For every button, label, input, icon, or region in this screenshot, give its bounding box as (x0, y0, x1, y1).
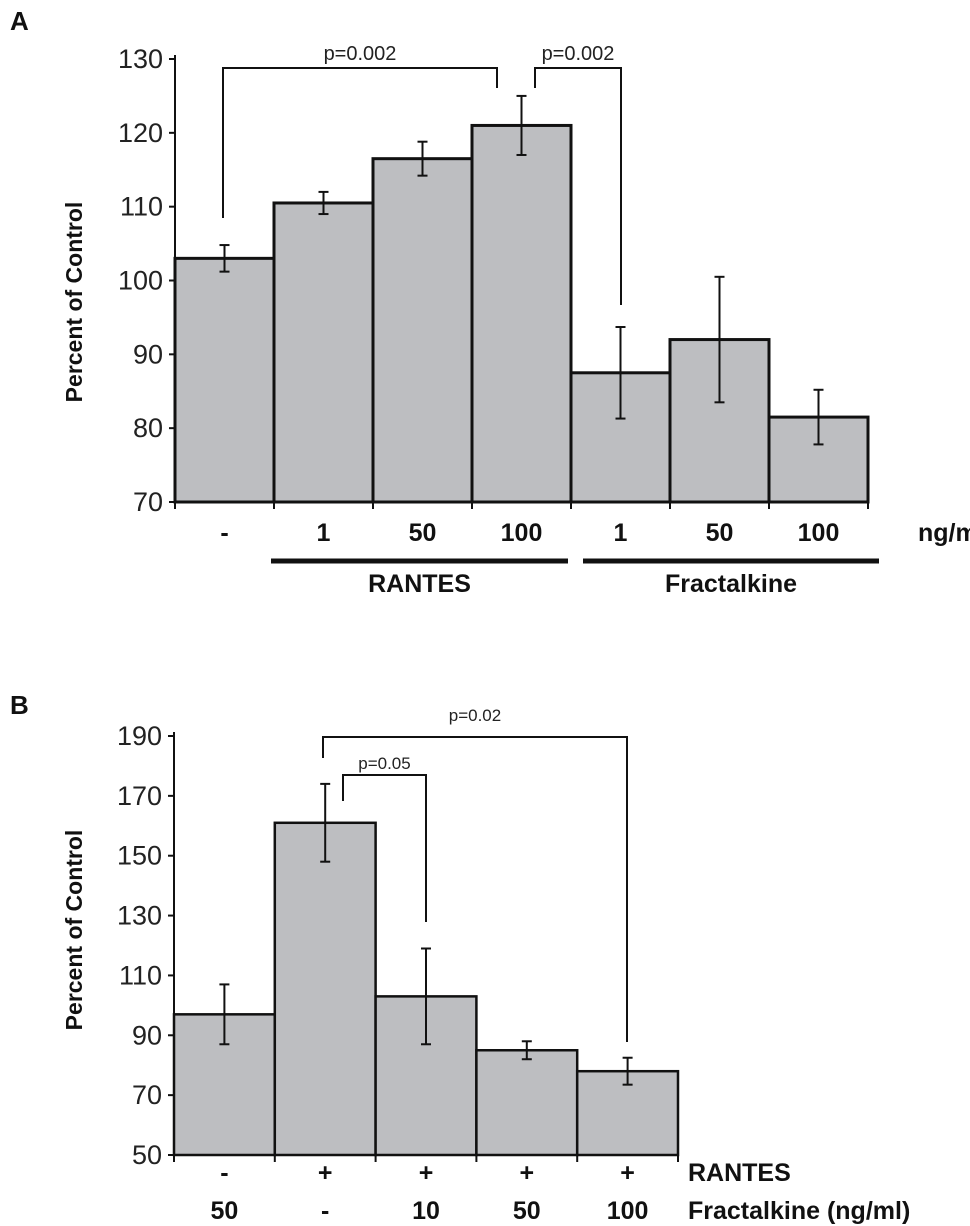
panel-b-y-tick-label: 70 (132, 1080, 162, 1110)
panel-b: B Percent of Control 50 70 90 110 130 150 170 1… (10, 690, 910, 1225)
panel-a-bar (272, 201, 375, 504)
panel-b-bar (273, 821, 377, 1157)
panel-a-category-label: 100 (798, 519, 840, 547)
panel-b-bar (475, 1049, 579, 1157)
panel-b-row-value: + (519, 1159, 534, 1187)
panel-a-bar (173, 256, 276, 504)
panel-a-letter: A (10, 6, 29, 36)
panel-b-row-value: - (220, 1159, 228, 1187)
panel-b-row-value: - (321, 1197, 329, 1225)
panel-b-row-value: 100 (607, 1197, 649, 1225)
panel-a-group-label: Fractalkine (665, 570, 797, 598)
panel-b-y-tick-label: 170 (117, 781, 162, 811)
panel-a-y-axis-label: Percent of Control (61, 202, 87, 403)
panel-a-bar (371, 157, 474, 504)
panel-a-y-tick-label: 80 (133, 413, 163, 443)
panel-a-category-label: 1 (614, 519, 628, 547)
panel-a-significance-1-label: p=0.002 (324, 43, 397, 65)
panel-a-category-label: - (220, 519, 228, 547)
panel-b-row-value: 10 (412, 1197, 440, 1225)
panel-b-y-tick-label: 190 (117, 721, 162, 751)
panel-a-significance-1-bracket (222, 67, 498, 218)
panel-a-y-tick-label: 90 (133, 339, 163, 369)
panel-a-category-label: 50 (706, 519, 734, 547)
panel-a-y-tick-label: 100 (118, 266, 163, 296)
panel-a-significance-2-label: p=0.002 (542, 43, 615, 65)
panel-b-row-value: + (318, 1159, 333, 1187)
panel-a-category-label: 50 (409, 519, 437, 547)
panel-b-row-label: Fractalkine (ng/ml) (688, 1197, 910, 1225)
panel-b-y-tick-label: 150 (117, 841, 162, 871)
panel-a-y-tick-label: 70 (133, 487, 163, 517)
panel-a-y-tick-label: 130 (118, 44, 163, 74)
panel-b-y-tick-label: 90 (132, 1020, 162, 1050)
panel-a-group-label: RANTES (368, 570, 471, 598)
panel-a: A Percent of Control 70 80 90 100 110 120 130 -… (10, 6, 970, 598)
panel-a-bar (470, 123, 573, 504)
panel-b-y-tick-label: 110 (119, 960, 162, 990)
panel-a-category-label: 1 (317, 519, 331, 547)
panel-b-significance-2-bracket (322, 736, 628, 1042)
panel-a-significance-2-bracket (534, 67, 622, 305)
panel-b-significance-2-label: p=0.02 (449, 706, 501, 725)
panel-b-y-axis-label: Percent of Control (61, 830, 87, 1031)
panel-b-y-tick-label: 50 (132, 1140, 162, 1170)
panel-b-row-value: 50 (513, 1197, 541, 1225)
panel-a-y-tick-label: 110 (120, 192, 163, 222)
panel-b-row-value: + (620, 1159, 635, 1187)
panel-b-row-value: + (419, 1159, 434, 1187)
panel-b-significance-1-label: p=0.05 (358, 754, 410, 773)
panel-a-unit-label: ng/ml (918, 519, 970, 547)
panel-a-category-label: 100 (501, 519, 543, 547)
panel-a-y-tick-label: 120 (118, 118, 163, 148)
panel-b-y-tick-label: 130 (117, 901, 162, 931)
panel-b-letter: B (10, 690, 29, 720)
panel-b-row-value: 50 (210, 1197, 238, 1225)
panel-b-row-label: RANTES (688, 1159, 791, 1187)
panel-b-significance-1-bracket (342, 774, 427, 922)
